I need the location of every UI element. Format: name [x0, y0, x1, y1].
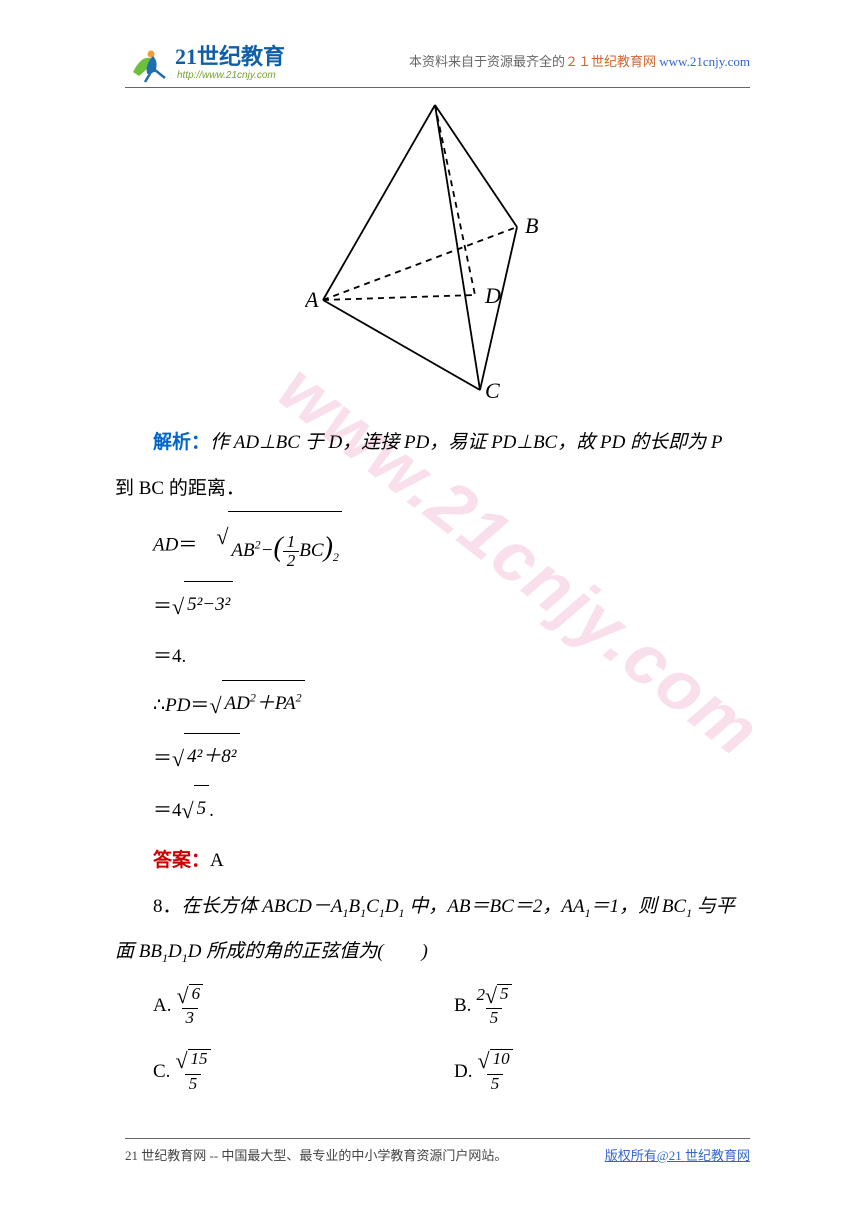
- option-c[interactable]: C. √15 5: [153, 1049, 454, 1095]
- analysis-line-1: 解析：作 AD⊥BC 于 D，连接 PD，易证 PD⊥BC，故 PD 的长即为 …: [115, 420, 755, 466]
- footer-right[interactable]: 版权所有@21 世纪教育网: [605, 1145, 750, 1164]
- analysis-label: 解析：: [153, 432, 210, 453]
- geometry-figure: P A B C D: [115, 100, 755, 400]
- eq-ad: AD＝ √AB2−(12BC)2: [115, 511, 755, 581]
- header-source-text: 本资料来自于资源最齐全的２１世纪教育网 www.21cnjy.com: [409, 51, 750, 74]
- answer-label: 答案：: [153, 850, 210, 871]
- page-footer: 21 世纪教育网 -- 中国最大型、最专业的中小学教育资源门户网站。 版权所有@…: [125, 1138, 750, 1164]
- svg-text:21世纪教育: 21世纪教育: [175, 44, 285, 69]
- answer-line: 答案：A: [115, 838, 755, 884]
- figure-label-d: D: [484, 283, 501, 308]
- header-highlight: ２１世纪教育网: [565, 54, 656, 69]
- option-d[interactable]: D. √10 5: [454, 1049, 755, 1095]
- svg-text:http://www.21cnjy.com: http://www.21cnjy.com: [177, 70, 276, 81]
- q8-options: A. √6 3 B. 2√5 5 C. √15 5: [115, 983, 755, 1094]
- analysis-line-2: 到 BC 的距离．: [115, 466, 755, 512]
- option-b[interactable]: B. 2√5 5: [454, 983, 755, 1029]
- header-prefix: 本资料来自于资源最齐全的: [409, 54, 565, 69]
- answer-value: A: [210, 850, 224, 871]
- eq-pd-2: ＝√4²＋8²: [115, 733, 755, 786]
- figure-label-b: B: [525, 213, 538, 238]
- main-content: P A B C D 解析：作 AD⊥BC 于 D，连接 PD，易证 PD⊥BC，…: [115, 100, 755, 1094]
- solution-body: 解析：作 AD⊥BC 于 D，连接 PD，易证 PD⊥BC，故 PD 的长即为 …: [115, 420, 755, 1094]
- q8-line-2: 面 BB1D1D 所成的角的正弦值为( ): [115, 929, 755, 975]
- eq-pd-3: ＝4√5.: [115, 785, 755, 838]
- eq-pd: ∴PD＝√AD2＋PA2: [115, 680, 755, 733]
- figure-label-a: A: [305, 287, 319, 312]
- footer-left: 21 世纪教育网 -- 中国最大型、最专业的中小学教育资源门户网站。: [125, 1145, 507, 1164]
- header-url: www.21cnjy.com: [659, 54, 750, 69]
- option-a[interactable]: A. √6 3: [153, 983, 454, 1029]
- figure-label-p: P: [429, 100, 443, 104]
- q8-line-1: 8．在长方体 ABCD－A1B1C1D1 中，AB＝BC＝2，AA1＝1，则 B…: [115, 884, 755, 930]
- figure-label-c: C: [485, 378, 500, 400]
- eq-ad-3: ＝4.: [115, 634, 755, 680]
- page-header: 21世纪教育 http://www.21cnjy.com 本资料来自于资源最齐全…: [125, 38, 750, 88]
- eq-ad-2: ＝√5²−3²: [115, 581, 755, 634]
- site-logo: 21世纪教育 http://www.21cnjy.com: [125, 40, 305, 86]
